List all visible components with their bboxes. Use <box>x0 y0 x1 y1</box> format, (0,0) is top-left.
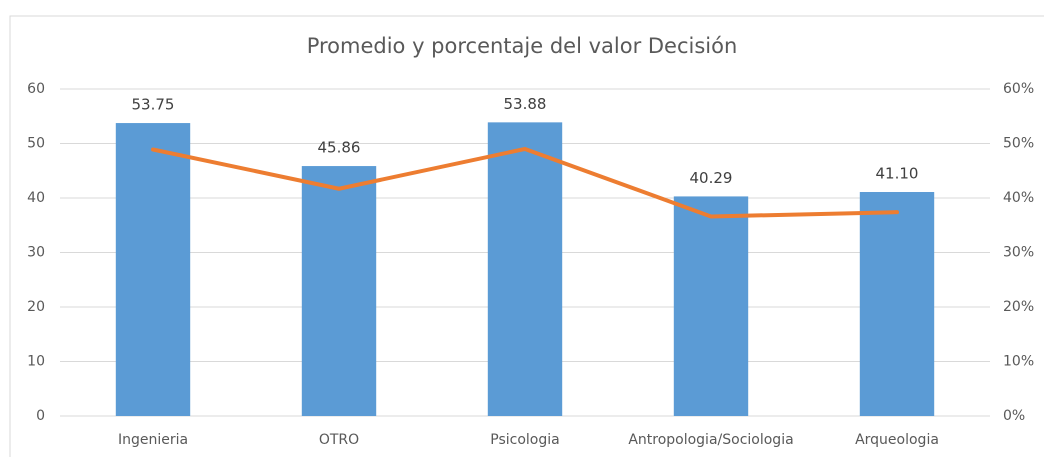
y2-tick-label: 10% <box>1003 354 1034 370</box>
y-tick-label: 0 <box>36 408 45 424</box>
x-tick-label: OTRO <box>319 432 359 448</box>
x-tick-label: Arqueologia <box>855 432 939 448</box>
chart-title: Promedio y porcentaje del valor Decisión <box>307 34 738 58</box>
y-tick-label: 10 <box>27 354 45 370</box>
y2-tick-label: 30% <box>1003 245 1034 261</box>
y-tick-label: 60 <box>27 81 45 97</box>
bar <box>115 123 191 416</box>
y2-tick-label: 60% <box>1003 81 1034 97</box>
line <box>151 146 899 219</box>
y-tick-label: 30 <box>27 245 45 261</box>
bar <box>301 166 377 416</box>
bar <box>859 192 935 416</box>
y2-tick-label: 40% <box>1003 190 1034 206</box>
x-tick-label: Psicologia <box>490 432 559 448</box>
y2-tick-label: 0% <box>1003 408 1025 424</box>
x-tick-label: Ingenieria <box>118 432 188 448</box>
y-tick-label: 20 <box>27 299 45 315</box>
data-label: 40.29 <box>690 169 733 187</box>
y-tick-label: 50 <box>27 136 45 152</box>
data-label: 53.88 <box>504 95 547 113</box>
bar <box>487 122 563 416</box>
y2-tick-label: 20% <box>1003 299 1034 315</box>
data-label: 41.10 <box>876 165 919 183</box>
y-tick-label: 40 <box>27 190 45 206</box>
bar <box>673 196 749 416</box>
data-label: 53.75 <box>132 96 175 114</box>
x-tick-label: Antropologia/Sociologia <box>628 432 793 448</box>
y2-tick-label: 50% <box>1003 136 1034 152</box>
data-label: 45.86 <box>318 139 361 157</box>
